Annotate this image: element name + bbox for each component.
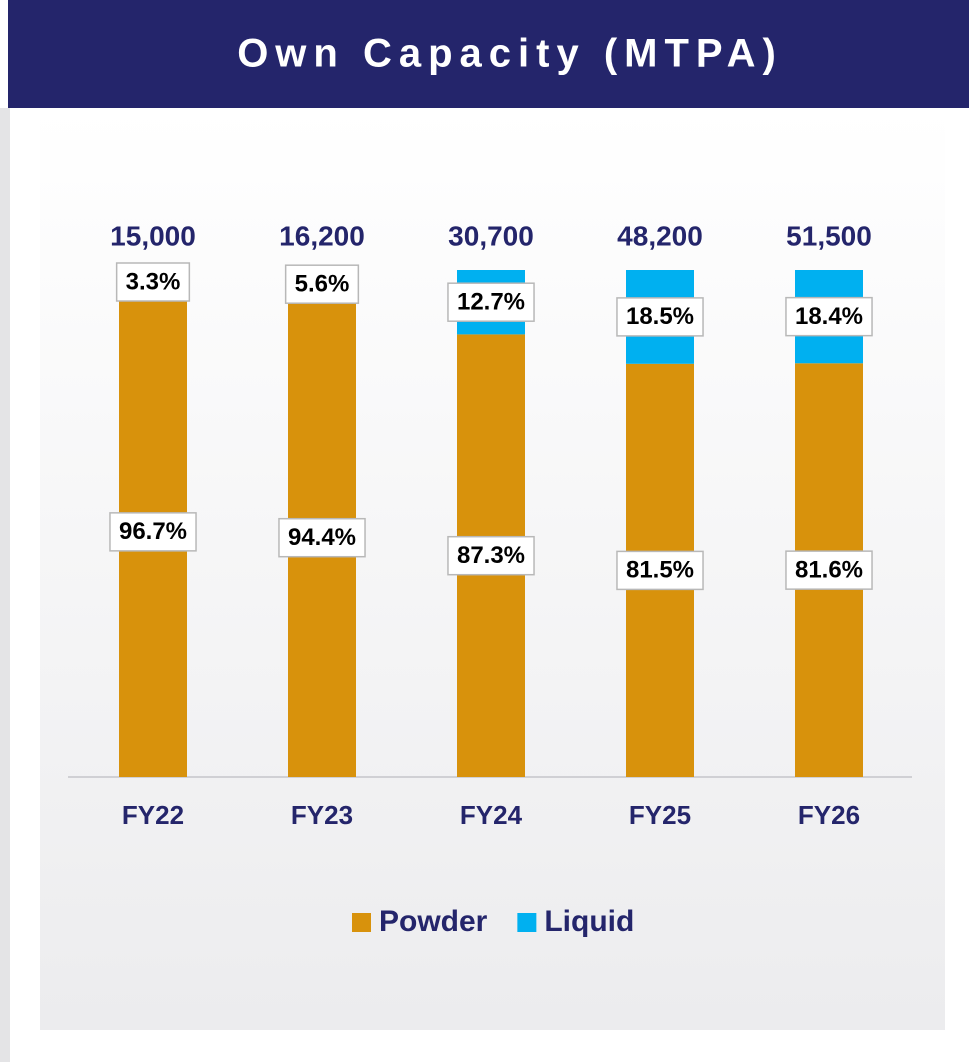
x-tick-label: FY22 [122, 800, 184, 830]
total-label: 15,000 [110, 220, 196, 251]
data-label: 81.5% [626, 557, 694, 584]
data-label: 5.6% [295, 271, 350, 298]
side-shadow [0, 108, 10, 1062]
legend-swatch [352, 913, 371, 932]
data-label: 18.5% [626, 303, 694, 330]
label-box [447, 535, 535, 576]
total-label: 30,700 [448, 220, 534, 251]
total-label: 51,500 [786, 220, 872, 251]
data-label: 96.7% [119, 518, 187, 545]
data-label: 3.3% [126, 268, 181, 295]
label-box [278, 517, 366, 558]
data-label: 87.3% [457, 542, 525, 569]
label-box [447, 282, 535, 322]
label-box [109, 512, 197, 552]
data-label: 18.4% [795, 303, 863, 330]
legend-label: Liquid [544, 905, 634, 938]
header-bar [8, 0, 969, 108]
data-label: 94.4% [288, 524, 356, 551]
legend-label: Powder [379, 905, 488, 938]
x-tick-label: FY26 [798, 800, 860, 830]
total-label: 16,200 [279, 220, 365, 251]
x-tick-label: FY23 [291, 800, 353, 830]
label-box [785, 296, 873, 337]
x-tick-label: FY25 [629, 800, 691, 830]
label-box [115, 262, 191, 302]
data-label: 12.7% [457, 289, 525, 316]
label-box [785, 550, 873, 590]
label-box [284, 264, 360, 304]
data-label: 81.6% [795, 556, 863, 583]
legend-swatch [517, 913, 537, 932]
x-tick-label: FY24 [460, 800, 523, 830]
label-box [616, 550, 704, 591]
chart-title: Own Capacity (MTPA) [237, 32, 783, 76]
label-box [616, 297, 704, 337]
total-label: 48,200 [617, 220, 703, 251]
